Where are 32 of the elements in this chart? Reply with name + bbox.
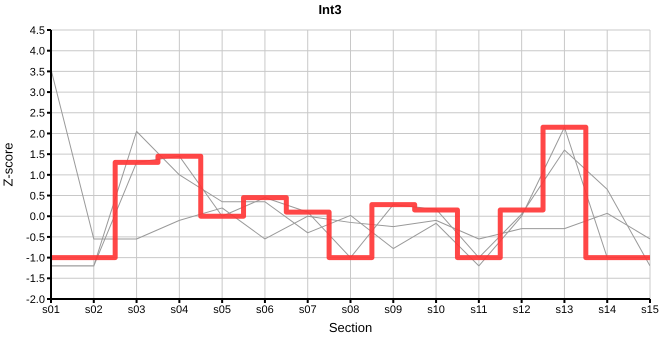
x-tick-label: s02 bbox=[84, 304, 103, 316]
y-tick-label: 0.0 bbox=[30, 211, 45, 224]
y-tick-label: 2.0 bbox=[30, 128, 45, 140]
y-tick-label: -2.0 bbox=[26, 294, 45, 306]
y-tick-label: 4.5 bbox=[30, 24, 45, 37]
y-tick-label: 3.0 bbox=[30, 86, 45, 99]
x-tick-label: s15 bbox=[641, 304, 659, 316]
y-tick-label: 1.0 bbox=[30, 170, 45, 182]
x-tick-label: s04 bbox=[170, 304, 188, 316]
x-tick-label: s06 bbox=[256, 304, 274, 316]
chart-title: Int3 bbox=[317, 2, 343, 17]
x-tick-label: s11 bbox=[470, 304, 488, 316]
x-tick-label: s07 bbox=[298, 304, 317, 316]
x-tick-label: s14 bbox=[598, 304, 616, 316]
x-tick-label: s12 bbox=[512, 304, 531, 316]
y-tick-label: 3.5 bbox=[30, 66, 45, 78]
x-tick-label: s05 bbox=[213, 304, 232, 316]
x-tick-label: s13 bbox=[556, 304, 574, 316]
y-tick-label: 1.5 bbox=[30, 149, 45, 162]
y-tick-label: -1.0 bbox=[26, 252, 45, 265]
x-tick-label: s01 bbox=[42, 304, 60, 316]
x-tick-label: s08 bbox=[342, 304, 360, 316]
x-tick-label: s03 bbox=[128, 304, 146, 316]
x-axis-title: Section bbox=[328, 320, 372, 336]
y-tick-label: 4.0 bbox=[30, 46, 45, 58]
y-tick-label: 2.5 bbox=[30, 108, 45, 120]
y-tick-label: -0.5 bbox=[26, 232, 45, 244]
y-axis-title: Z-score bbox=[0, 142, 16, 187]
y-tick-label: 0.5 bbox=[30, 190, 45, 202]
y-tick-label: -1.5 bbox=[26, 273, 45, 286]
x-tick-label: s09 bbox=[384, 304, 402, 316]
x-tick-label: s10 bbox=[427, 304, 445, 316]
